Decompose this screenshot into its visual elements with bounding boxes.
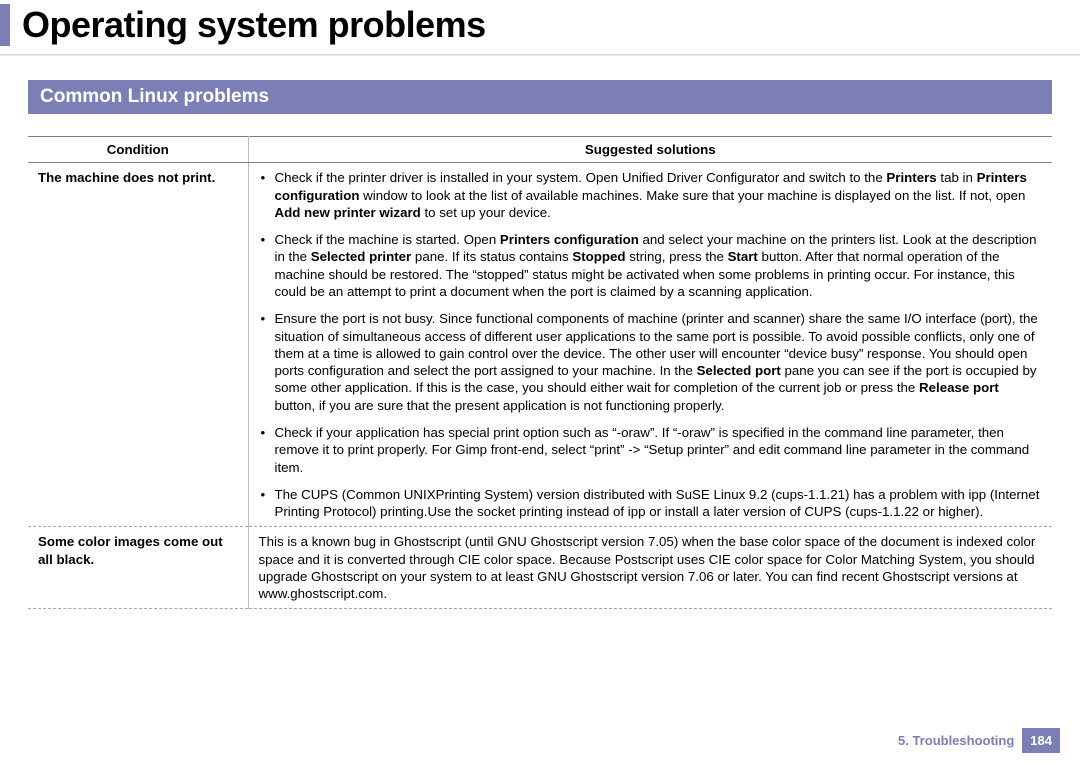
chapter-label: 5. Troubleshooting [898, 733, 1014, 748]
table-header-row: Condition Suggested solutions [28, 137, 1052, 163]
problems-table: Condition Suggested solutions The machin… [28, 136, 1052, 609]
section-header: Common Linux problems [28, 80, 1052, 114]
list-item: Ensure the port is not busy. Since funct… [259, 310, 1043, 414]
page-title: Operating system problems [22, 4, 1080, 46]
list-item: Check if the machine is started. Open Pr… [259, 231, 1043, 300]
table-row: Some color images come out all black. Th… [28, 527, 1052, 609]
page-footer: 5. Troubleshooting 184 [898, 728, 1060, 753]
list-item: Check if your application has special pr… [259, 424, 1043, 476]
list-item: The CUPS (Common UNIXPrinting System) ve… [259, 486, 1043, 521]
title-underline [0, 54, 1080, 56]
page-title-wrap: Operating system problems [0, 4, 1080, 46]
col-solution: Suggested solutions [248, 137, 1052, 163]
condition-cell: The machine does not print. [28, 163, 248, 527]
solution-cell: Check if the printer driver is installed… [248, 163, 1052, 527]
table-row: The machine does not print. Check if the… [28, 163, 1052, 527]
solution-list: Check if the printer driver is installed… [259, 169, 1043, 520]
content: Common Linux problems Condition Suggeste… [0, 80, 1080, 609]
col-condition: Condition [28, 137, 248, 163]
condition-cell: Some color images come out all black. [28, 527, 248, 609]
list-item: Check if the printer driver is installed… [259, 169, 1043, 221]
solution-cell: This is a known bug in Ghostscript (unti… [248, 527, 1052, 609]
page-number-badge: 184 [1022, 728, 1060, 753]
